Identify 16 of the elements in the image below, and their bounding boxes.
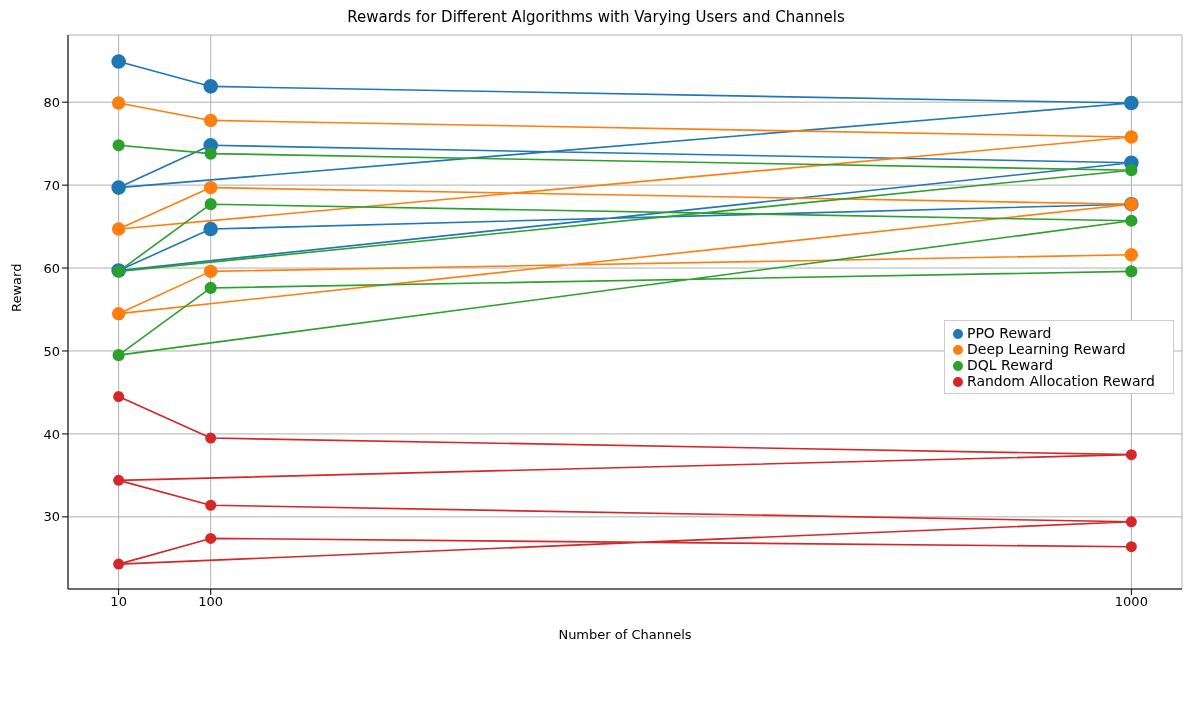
legend-label: PPO Reward bbox=[966, 325, 1052, 341]
y-tick-label: 80 bbox=[43, 94, 60, 110]
x-tick-label: 10 bbox=[110, 594, 127, 610]
y-tick-label: 30 bbox=[43, 509, 60, 525]
y-tick-label: 50 bbox=[43, 343, 60, 359]
legend-label: DQL Reward bbox=[966, 357, 1054, 373]
x-axis-title: Number of Channels bbox=[558, 627, 692, 642]
y-tick-label: 70 bbox=[43, 177, 60, 193]
legend-label: Deep Learning Reward bbox=[966, 341, 1126, 357]
y-tick-label: 60 bbox=[43, 260, 60, 276]
y-axis-title: Reward bbox=[8, 263, 24, 312]
y-tick-label: 40 bbox=[43, 426, 60, 442]
legend-label: Random Allocation Reward bbox=[966, 373, 1155, 389]
x-tick-label: 100 bbox=[198, 594, 224, 610]
chart-title: Rewards for Different Algorithms with Varying Users and Channels bbox=[346, 8, 846, 28]
x-tick-label: 1000 bbox=[1114, 594, 1148, 610]
